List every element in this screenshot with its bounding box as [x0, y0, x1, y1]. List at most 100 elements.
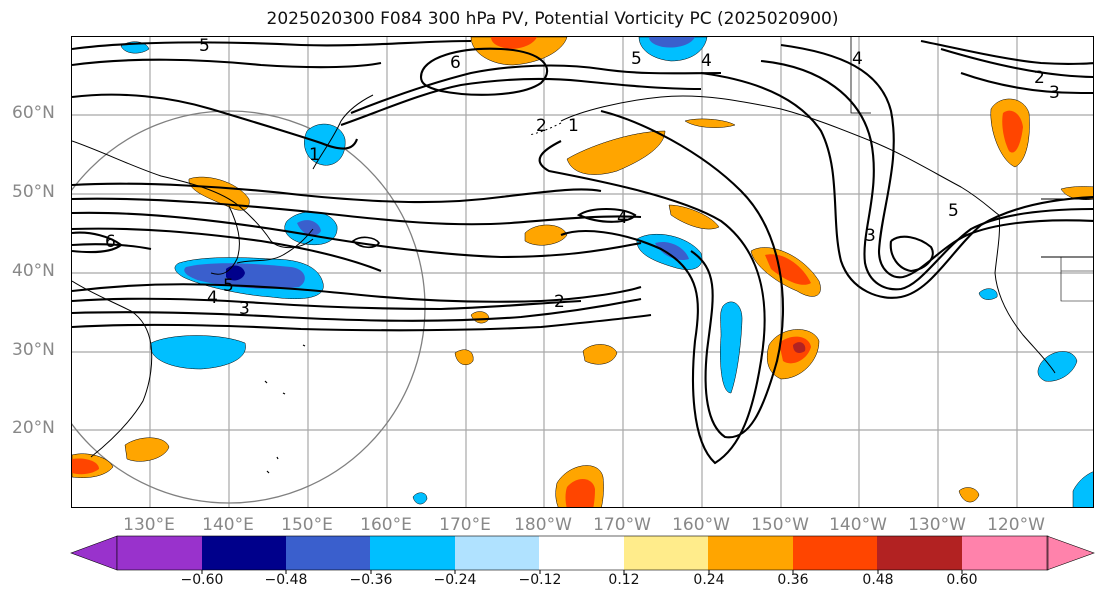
- pos-anomaly-bering: [566, 130, 666, 175]
- contour-label: 2: [536, 116, 547, 136]
- colorbar-tick-label: 0.60: [946, 572, 978, 588]
- lon-label-120w: 120°W: [987, 515, 1045, 535]
- colorbar-high-extend: [1046, 535, 1095, 571]
- colorbar-tick-label: −0.36: [349, 572, 393, 588]
- contour-label: 4: [701, 51, 712, 71]
- pos-anomaly-hawaii-east-deep: [793, 342, 806, 353]
- contour-labels: 5 6 1 2 1 5 4 4 2 3 6 5 4 3 2 4 3 5: [105, 37, 1060, 319]
- contour-5-loop: [351, 236, 380, 249]
- lat-label-20n: 20°N: [12, 418, 55, 438]
- pos-anomaly-small-b: [470, 311, 490, 324]
- pacific-islands: [264, 344, 306, 474]
- lon-label-140e: 140°E: [202, 515, 254, 535]
- colorbar-tick-label: −0.60: [180, 572, 224, 588]
- neg-anomaly-se-corner: [1072, 471, 1093, 507]
- range-circle: [72, 110, 426, 504]
- contour-1-upper: [350, 64, 722, 114]
- contour-1: [72, 93, 358, 150]
- pos-anomaly-mid-small: [582, 344, 618, 365]
- contour-label: 1: [309, 145, 320, 165]
- contour-jet-4: [72, 227, 382, 272]
- colorbar-bin: [117, 536, 203, 570]
- na-west-coast: [994, 214, 1056, 374]
- contour-5-north: [72, 39, 472, 51]
- pos-anomaly-small-e: [684, 118, 736, 128]
- alaska-border: [850, 37, 871, 114]
- aleutian-islands: [528, 122, 562, 136]
- colorbar-bin: [286, 536, 371, 570]
- lat-label-60n: 60°N: [12, 103, 55, 123]
- lon-label-160e: 160°E: [360, 515, 412, 535]
- contour-label: 3: [865, 226, 876, 246]
- neg-anomaly-hawaii-strip: [720, 301, 743, 394]
- contour-ridge-3: [780, 43, 1093, 279]
- colorbar-tick-label: 0.24: [693, 572, 725, 588]
- colorbar-bin: [962, 536, 1048, 570]
- colorbar-bin: [624, 536, 709, 570]
- contour-ridge-2: [760, 59, 1093, 291]
- contour-label: 5: [199, 37, 210, 56]
- contour-label: 6: [105, 232, 116, 252]
- contour-jet-7: [72, 297, 642, 322]
- contour-ne-3: [960, 72, 1093, 95]
- contour-trough-1: [538, 140, 766, 465]
- contour-label: 2: [554, 292, 565, 312]
- neg-anomaly-japan-core: [184, 263, 305, 289]
- neg-anomaly-south: [150, 335, 246, 370]
- contour-6-loop: [419, 47, 549, 96]
- pos-anomaly-philippines: [124, 437, 170, 462]
- contour-jet-8: [72, 313, 652, 332]
- pos-anomaly-small-c: [958, 487, 980, 503]
- map-canvas: 5 6 1 2 1 5 4 4 2 3 6 5 4 3 2 4 3 5: [72, 37, 1093, 507]
- neg-anomaly-small-3: [978, 288, 998, 300]
- contour-ne-2: [920, 39, 1093, 65]
- neg-anomaly-baja: [1037, 351, 1078, 382]
- colorbar-bin: [202, 536, 287, 570]
- contour-6-west: [72, 243, 152, 251]
- colorbar-bin: [539, 536, 625, 570]
- contour-jet-3: [72, 211, 642, 259]
- pos-anomaly-small-d: [1060, 186, 1093, 200]
- contour-jet-1: [72, 182, 602, 204]
- china-coast: [72, 280, 153, 458]
- lon-label-160w: 160°W: [672, 515, 730, 535]
- japan-coast: [236, 228, 314, 264]
- lon-label-140w: 140°W: [829, 515, 887, 535]
- neg-anomaly-nw-pacific-core: [297, 220, 321, 236]
- contour-jet-5: [72, 283, 642, 303]
- pos-anomaly-south-central-core: [565, 479, 595, 507]
- contour-trough-2: [600, 109, 785, 439]
- contour-jet-6: [72, 297, 582, 311]
- colorbar-tick-label: 0.36: [777, 572, 809, 588]
- colorbar-tick-label: 0.12: [608, 572, 640, 588]
- lon-label-180w: 180°W: [514, 515, 572, 535]
- colorbar-tick-label: −0.12: [518, 572, 562, 588]
- contour-label: 5: [948, 201, 959, 221]
- neg-anomaly-japan-deep: [226, 265, 245, 281]
- colorbar-tick-label: −0.48: [264, 572, 308, 588]
- lon-label-130w: 130°W: [908, 515, 966, 535]
- lon-label-150e: 150°E: [281, 515, 333, 535]
- neg-anomaly-north-top-core: [649, 37, 695, 48]
- pos-anomaly-bc-core: [1002, 110, 1023, 153]
- contour-ne-1: [940, 47, 1093, 79]
- colorbar-tick-label: −0.24: [433, 572, 477, 588]
- contour-label: 4: [852, 49, 863, 69]
- lon-label-150w: 150°W: [751, 515, 809, 535]
- neg-anomaly-small-2: [412, 492, 428, 505]
- contour-label: 3: [1049, 83, 1060, 103]
- contour-label: 4: [617, 208, 628, 228]
- contour-label: 2: [1034, 68, 1045, 88]
- colorbar-bin: [708, 536, 794, 570]
- us-borders: [1060, 257, 1093, 302]
- contour-ridge-4: [889, 235, 934, 273]
- pos-anomaly-central-2: [668, 204, 720, 230]
- map-panel[interactable]: 5 6 1 2 1 5 4 4 2 3 6 5 4 3 2 4 3 5: [71, 36, 1094, 508]
- contour-label: 5: [631, 49, 642, 69]
- pos-anomaly-sw-corner-core: [72, 458, 99, 475]
- lon-label-130e: 130°E: [123, 515, 175, 535]
- contour-label: 4: [207, 288, 218, 308]
- lat-label-50n: 50°N: [12, 182, 55, 202]
- contour-6-north: [72, 58, 382, 69]
- contour-label: 5: [223, 276, 234, 296]
